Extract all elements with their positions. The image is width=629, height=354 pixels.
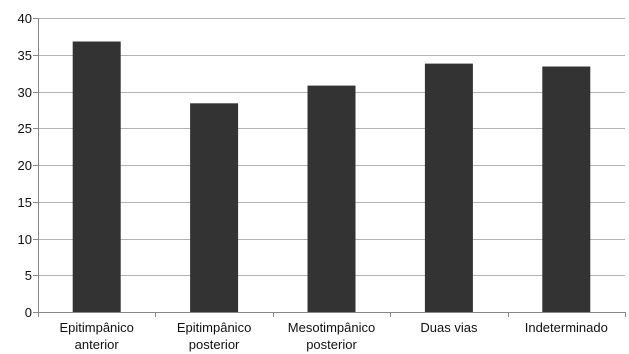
bar <box>424 63 473 312</box>
y-tick-labels: 0 5 10 15 20 25 30 35 40 <box>18 11 32 320</box>
x-tick-label-line: anterior <box>75 337 120 352</box>
x-tick-label-line: posterior <box>306 337 357 352</box>
bar <box>542 66 591 312</box>
y-tick-label: 20 <box>18 158 32 173</box>
x-tick-label-line: Indeterminado <box>525 320 608 335</box>
x-tick-labels: Epitimpânico anterior Epitimpânico posterio… <box>59 320 607 352</box>
bar <box>307 85 356 312</box>
x-tick-label-line: Duas vias <box>420 320 478 335</box>
x-tick-label-line: Epitimpânico <box>177 320 251 335</box>
axes <box>33 18 626 317</box>
x-tick-label: Epitimpânico posterior <box>177 320 251 352</box>
y-tick-label: 10 <box>18 232 32 247</box>
y-tick-label: 30 <box>18 85 32 100</box>
x-tick-label-line: Epitimpânico <box>59 320 133 335</box>
y-tick-label: 0 <box>25 305 32 320</box>
bar <box>190 103 239 312</box>
y-tick-label: 40 <box>18 11 32 26</box>
y-tick-label: 15 <box>18 195 32 210</box>
bars <box>72 41 591 312</box>
y-tick-label: 25 <box>18 121 32 136</box>
x-tick-label: Indeterminado <box>525 320 608 335</box>
bar <box>72 41 121 312</box>
x-tick-label: Mesotimpânico posterior <box>288 320 375 352</box>
y-tick-label: 5 <box>25 268 32 283</box>
x-tick-label-line: posterior <box>189 337 240 352</box>
x-tick-label-line: Mesotimpânico <box>288 320 375 335</box>
x-tick-label: Epitimpânico anterior <box>59 320 133 352</box>
y-tick-label: 35 <box>18 48 32 63</box>
x-tick-label: Duas vias <box>420 320 478 335</box>
